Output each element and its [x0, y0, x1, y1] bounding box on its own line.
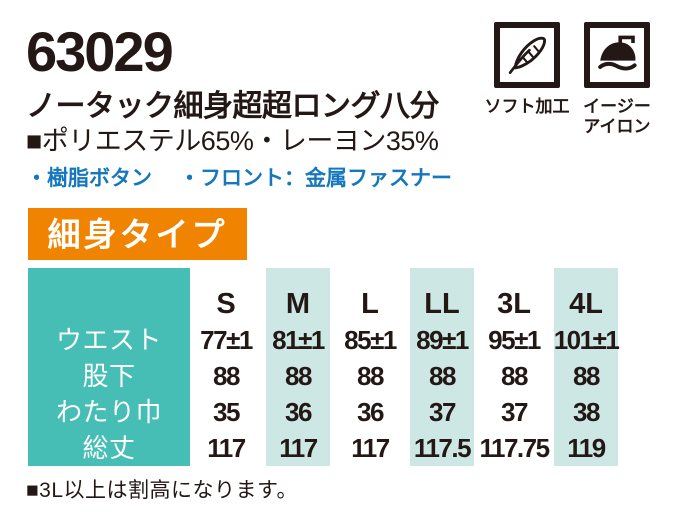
- size-header: S: [216, 288, 236, 320]
- product-title: ノータック細身超超ロング八分: [26, 90, 440, 123]
- product-materials: ■ポリエステル65%・レーヨン35%: [26, 126, 439, 156]
- size-column-3L: 3L 95±1 88 37 117.75: [479, 268, 550, 466]
- size-column-S: S 77±1 88 35 117: [194, 268, 258, 466]
- size-table-columns: S 77±1 88 35 117 M 81±1 88 36 117 L 85±1 88 36 117 LL 89…: [190, 268, 622, 466]
- size-value: 88: [573, 361, 600, 391]
- size-value: 85±1: [344, 325, 397, 355]
- size-value: 37: [501, 397, 528, 427]
- size-value: 36: [357, 397, 384, 427]
- size-table-label-column: ウエスト股下わたり巾総丈: [28, 268, 190, 466]
- size-header: 3L: [497, 288, 531, 320]
- size-value: 117.5: [413, 433, 472, 463]
- size-column-L: L 85±1 88 36 117: [338, 268, 402, 466]
- size-value: 88: [285, 361, 312, 391]
- size-value: 36: [285, 397, 312, 427]
- price-footnote: ■3L以上は割高になります。: [26, 479, 298, 502]
- size-column-M: M 81±1 88 36 117: [266, 268, 330, 466]
- size-value: 117.75: [479, 433, 550, 463]
- size-value: 89±1: [416, 325, 469, 355]
- size-value: 35: [213, 397, 240, 427]
- size-header: L: [361, 288, 379, 320]
- size-value: 95±1: [488, 325, 541, 355]
- care-icon-label: ソフト加工: [484, 97, 570, 116]
- row-label: 総丈: [82, 433, 136, 463]
- care-icon-label: イージー アイロン: [583, 97, 651, 137]
- care-icon-easy-iron: イージー アイロン: [572, 22, 662, 137]
- size-value: 101±1: [553, 325, 620, 355]
- slim-type-badge: 細身タイプ: [28, 208, 247, 260]
- size-value: 88: [213, 361, 240, 391]
- size-header: M: [285, 288, 311, 320]
- size-header: 4L: [569, 288, 603, 320]
- size-value: 77±1: [200, 325, 253, 355]
- row-label: わたり巾: [55, 397, 162, 427]
- care-icon-row: ソフト加工 イージー アイロン: [482, 22, 662, 137]
- size-value: 117: [279, 433, 318, 463]
- feature-front-fastener: ・フロント：金属ファスナー: [179, 167, 452, 190]
- size-column-LL: LL 89±1 88 37 117.5: [410, 268, 474, 466]
- product-code: 63029: [26, 20, 174, 83]
- size-column-4L: 4L 101±1 88 38 119: [553, 268, 620, 466]
- size-value: 119: [567, 433, 606, 463]
- iron-icon: [584, 22, 650, 88]
- size-header: LL: [424, 288, 460, 320]
- feature-buttons: ・樹脂ボタン: [26, 167, 152, 190]
- feather-icon: [494, 22, 560, 88]
- size-value: 38: [573, 397, 600, 427]
- size-value: 81±1: [272, 325, 325, 355]
- size-value: 37: [429, 397, 456, 427]
- care-icon-soft-finish: ソフト加工: [482, 22, 572, 137]
- size-value: 88: [357, 361, 384, 391]
- row-label: ウエスト: [55, 325, 162, 355]
- size-value: 117: [207, 433, 246, 463]
- size-value: 117: [351, 433, 390, 463]
- size-value: 88: [429, 361, 456, 391]
- size-value: 88: [501, 361, 528, 391]
- product-features: ・樹脂ボタン ・フロント：金属ファスナー: [26, 167, 452, 190]
- row-label: 股下: [82, 361, 136, 391]
- size-table-corner-cell: [28, 268, 190, 322]
- size-table: ウエスト股下わたり巾総丈 S 77±1 88 35 117 M 81±1 88 36 117 L 85…: [28, 268, 622, 466]
